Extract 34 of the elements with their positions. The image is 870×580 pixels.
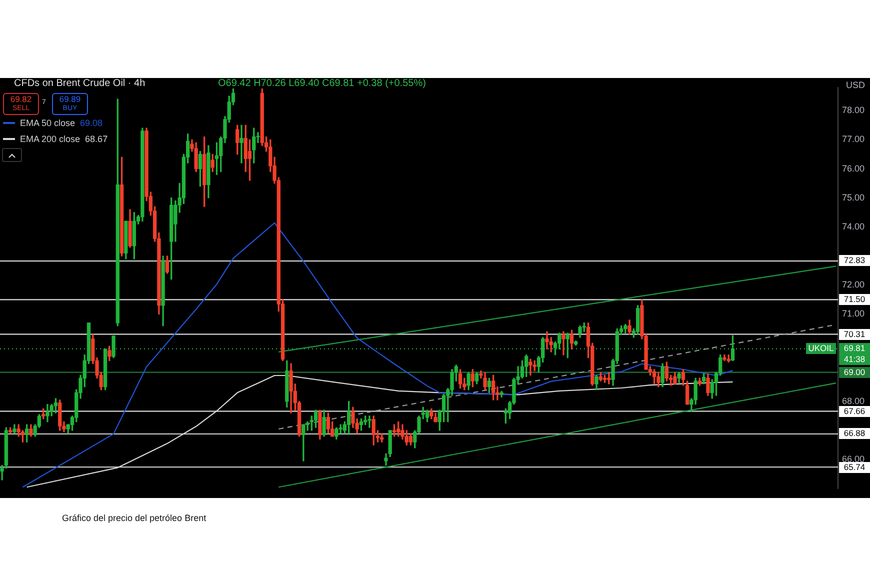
ref-line-label: 69.81 [839, 343, 870, 354]
ref-line-label: 67.66 [839, 406, 870, 417]
candlestick [545, 331, 549, 350]
legend-label: EMA 200 close [20, 134, 80, 144]
y-tick-label: 75.00 [842, 192, 865, 202]
text: Gráfico del precio del petróleo Brent [62, 513, 206, 524]
ref-line-label: 69.00 [839, 366, 870, 378]
ref-line-label: 70.31 [839, 328, 870, 340]
ref-line-label: 71.50 [839, 294, 870, 306]
y-tick-label: 78.00 [842, 105, 865, 116]
y-tick-label: 66.00 [842, 454, 865, 464]
legend-label: EMA 50 close [20, 118, 76, 128]
candlestick [562, 331, 566, 356]
ref-line-label: 66.88 [839, 428, 870, 440]
candlestick [528, 358, 532, 376]
y-tick-label: 71.00 [842, 308, 865, 319]
annotation: UKOIL [806, 343, 836, 354]
y-tick-label: 76.00 [842, 163, 865, 174]
y-tick-label: 74.00 [842, 221, 865, 232]
text: 41:38 [839, 354, 870, 366]
candlestick [240, 124, 244, 164]
ref-line-label: 72.83 [839, 255, 870, 266]
candlestick [368, 416, 372, 428]
annotation: O69.42 H70.26 L69.40 C69.81 +0.38 (+0.55%) [218, 78, 426, 89]
ref-line-label: 65.74 [839, 462, 870, 473]
y-tick-label: 68.00 [842, 396, 865, 406]
annotation: 69.89 [58, 94, 82, 104]
text: USD [846, 80, 866, 91]
annotation: 69.08 [80, 118, 103, 128]
y-tick-label: 77.00 [842, 134, 865, 144]
chart-title: CFDs on Brent Crude Oil · 4h [14, 78, 146, 89]
y-tick-label: 72.00 [842, 280, 865, 290]
annotation: 69.82 [9, 94, 33, 104]
annotation: 68.67 [85, 134, 108, 144]
